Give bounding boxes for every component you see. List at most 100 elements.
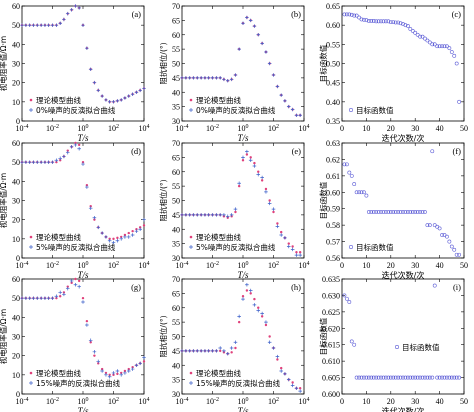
y-tick-label: 20 [12,216,20,225]
data-point [391,20,396,25]
data-point [245,282,249,287]
data-point [131,365,134,369]
data-point [210,76,215,80]
data-point [398,210,403,214]
x-tick-label: 30 [411,397,419,406]
data-point [100,94,104,98]
y-tick-label: 70 [172,275,180,284]
chart-panel-8: 10-4 10-2 100 102 104 30 35 40 45 50 55 60 65 70 T/s 阻抗… [158,275,310,412]
data-point [111,371,116,375]
data-point [138,88,142,93]
data-point [233,207,238,211]
data-point [369,210,374,214]
data-point [65,286,70,291]
data-point [74,141,77,145]
data-point [123,369,127,373]
data-point [27,160,32,164]
data-point [81,160,85,164]
data-point [369,375,374,380]
data-point [43,23,47,27]
y-tick-label: 0.58 [326,221,340,230]
y-tick-label: 55 [172,45,180,54]
legend-marker [29,98,33,102]
data-point [62,17,66,22]
x-axis-label: 迭代次数/次 [382,270,425,280]
x-tick-label: 10-4 [16,124,29,133]
data-point [437,226,442,231]
y-tick-label: 60 [172,31,180,40]
data-point [134,90,139,95]
data-point [271,207,276,211]
plot-frame [341,5,465,122]
y-tick-label: 0.65 [326,2,340,11]
data-point [234,210,237,214]
data-point [454,375,459,380]
y-tick-label: 65 [172,289,180,298]
data-point [384,19,388,24]
data-point [241,21,245,26]
data-point [24,296,28,300]
data-point [386,19,391,24]
chart-panel-3: 0 10 20 30 40 50 0.35 0.40 0.45 0.50 0.55 0.60 0.65 迭… [318,2,468,143]
data-point [119,98,124,102]
legend: 目标函数值 [394,342,440,352]
x-tick-label: 104 [299,397,310,406]
data-point [260,179,264,182]
data-point [354,13,359,18]
data-point [54,23,59,27]
data-point [142,355,146,360]
data-point [398,375,403,380]
data-point [127,367,130,371]
x-tick-label: 102 [268,261,279,270]
data-point [191,213,196,217]
data-point [457,99,462,104]
x-tick-label: 100 [238,261,249,270]
data-point [203,349,207,353]
data-point [359,190,364,195]
data-point [388,375,393,380]
y-tick-label: 30 [172,390,180,399]
x-tick-label: 100 [78,124,89,133]
data-point [386,210,391,214]
y-tick-label: 45 [172,74,180,83]
data-point [253,161,256,165]
data-point [85,185,89,189]
data-point [237,47,241,51]
y-axis-label: 目标函数值 [318,317,328,355]
data-point [39,23,43,27]
data-point [268,335,271,338]
x-tick-label: 10-2 [206,124,219,133]
data-point [20,23,24,27]
data-point [287,242,290,245]
data-point [222,77,226,82]
x-tick-label: 10-4 [176,261,189,270]
data-point [403,375,408,380]
data-point [379,19,383,24]
data-point [184,213,188,217]
y-tick-label: 0 [16,254,20,263]
data-point [96,225,101,230]
x-axis-label: T/s [237,270,249,280]
x-tick-label: 20 [387,124,395,133]
data-point [286,104,291,109]
data-point [199,213,203,217]
series-2 [180,15,302,118]
data-point [131,229,134,233]
data-point [59,295,62,298]
data-point [85,323,89,327]
data-point [237,184,241,188]
data-point [70,281,73,285]
x-tick-label: 100 [78,397,89,406]
y-tick-label: 0.625 [322,308,340,317]
data-point [432,42,437,47]
data-point [69,279,74,283]
data-point [252,303,257,307]
data-point [366,210,371,214]
data-point [245,15,249,20]
data-point [126,235,131,239]
data-point [283,99,287,103]
x-tick-label: 100 [238,397,249,406]
y-tick-label: 10 [12,235,20,244]
data-point [62,291,66,294]
data-point [123,96,127,100]
